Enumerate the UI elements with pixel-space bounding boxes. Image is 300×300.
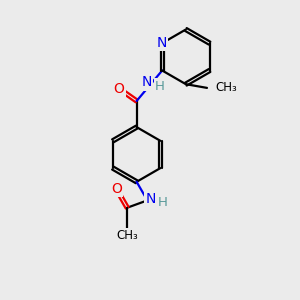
Text: N: N [141, 75, 152, 89]
Text: N: N [157, 36, 167, 50]
Text: N: N [145, 192, 155, 206]
Text: CH₃: CH₃ [215, 81, 237, 94]
Text: O: O [114, 82, 124, 96]
Text: H: H [155, 80, 165, 92]
Text: CH₃: CH₃ [116, 229, 138, 242]
Text: O: O [111, 182, 122, 196]
Text: H: H [157, 196, 167, 209]
